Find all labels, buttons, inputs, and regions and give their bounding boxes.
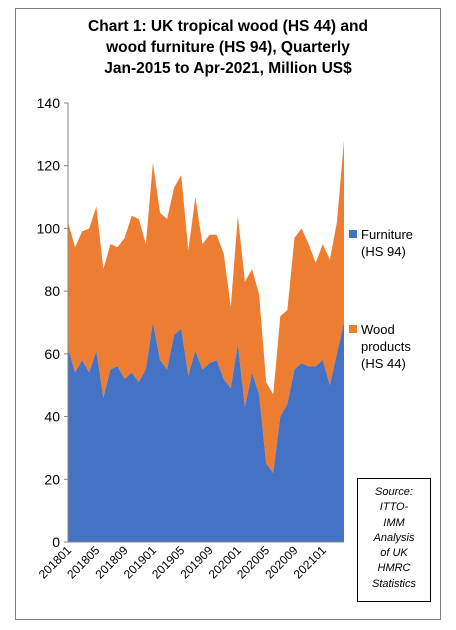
source-line-6: HMRC xyxy=(377,562,411,575)
y-tick-label: 20 xyxy=(44,471,60,487)
series-area-wood-products xyxy=(68,140,344,474)
legend-label-wood-line-2: products xyxy=(361,339,411,354)
legend-label-furniture-line-2: (HS 94) xyxy=(361,244,406,259)
source-note: Source: ITTO- IMM Analysis of UK HMRC St… xyxy=(357,478,431,602)
chart-title-line-3: Jan-2015 to Apr-2021, Million US$ xyxy=(104,60,352,77)
y-tick-label: 60 xyxy=(44,346,60,362)
chart-title: Chart 1: UK tropical wood (HS 44) and wo… xyxy=(30,16,426,79)
source-line-5: of UK xyxy=(380,547,408,560)
source-line-7: Statistics xyxy=(371,577,416,590)
y-tick-label: 140 xyxy=(37,95,61,111)
series-area-furniture xyxy=(68,322,344,542)
source-line-1: Source: xyxy=(375,486,413,498)
source-line-3: IMM xyxy=(383,516,405,529)
legend-item-wood-products: Wood products (HS 44) xyxy=(349,321,411,372)
y-tick-label: 80 xyxy=(44,283,60,299)
legend-item-furniture: Furniture (HS 94) xyxy=(349,226,414,260)
chart-title-line-2: wood furniture (HS 94), Quarterly xyxy=(106,39,350,56)
x-tick-label: 202101 xyxy=(291,543,329,581)
legend-swatch-furniture xyxy=(349,230,357,238)
chart-title-line-1: Chart 1: UK tropical wood (HS 44) and xyxy=(88,18,368,35)
y-tick-label: 100 xyxy=(37,220,61,236)
legend-swatch-wood-products xyxy=(349,325,357,333)
legend-label-wood-line-1: Wood xyxy=(361,322,395,337)
y-tick-label: 0 xyxy=(52,534,60,550)
y-tick-label: 40 xyxy=(44,409,60,425)
legend-label-wood-line-3: (HS 44) xyxy=(361,356,406,371)
legend-label-furniture-line-1: Furniture xyxy=(361,227,414,242)
source-line-4: Analysis xyxy=(373,531,415,544)
source-line-2: ITTO- xyxy=(379,501,409,514)
y-tick-label: 120 xyxy=(37,158,61,174)
